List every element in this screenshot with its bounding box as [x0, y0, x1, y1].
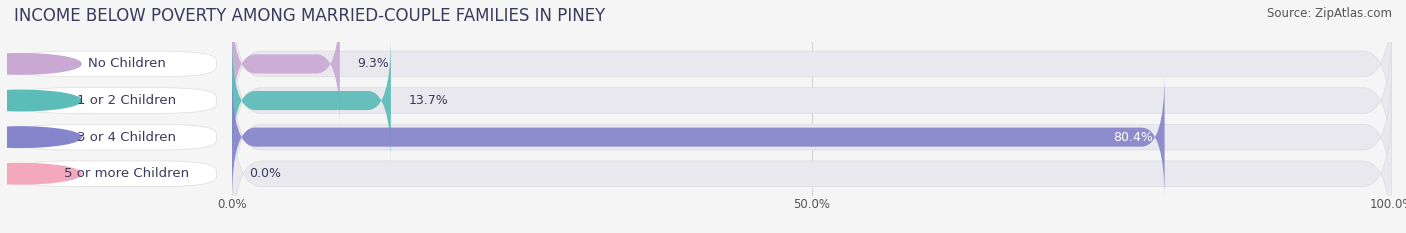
- Text: 5 or more Children: 5 or more Children: [65, 167, 190, 180]
- Text: 1 or 2 Children: 1 or 2 Children: [77, 94, 177, 107]
- FancyBboxPatch shape: [232, 22, 1392, 179]
- FancyBboxPatch shape: [15, 88, 217, 113]
- Circle shape: [0, 127, 82, 147]
- FancyBboxPatch shape: [232, 37, 391, 164]
- FancyBboxPatch shape: [15, 124, 217, 150]
- FancyBboxPatch shape: [232, 73, 1164, 201]
- Circle shape: [0, 90, 82, 111]
- Text: 13.7%: 13.7%: [408, 94, 449, 107]
- FancyBboxPatch shape: [232, 0, 1392, 143]
- Text: INCOME BELOW POVERTY AMONG MARRIED-COUPLE FAMILIES IN PINEY: INCOME BELOW POVERTY AMONG MARRIED-COUPL…: [14, 7, 606, 25]
- Text: Source: ZipAtlas.com: Source: ZipAtlas.com: [1267, 7, 1392, 20]
- Text: 3 or 4 Children: 3 or 4 Children: [77, 131, 176, 144]
- Text: 0.0%: 0.0%: [249, 167, 281, 180]
- Circle shape: [0, 164, 82, 184]
- Text: 9.3%: 9.3%: [357, 57, 389, 70]
- FancyBboxPatch shape: [232, 58, 1392, 216]
- FancyBboxPatch shape: [15, 161, 217, 187]
- FancyBboxPatch shape: [232, 0, 340, 128]
- Text: 80.4%: 80.4%: [1114, 131, 1153, 144]
- FancyBboxPatch shape: [232, 95, 1392, 233]
- FancyBboxPatch shape: [15, 51, 217, 77]
- Text: No Children: No Children: [89, 57, 166, 70]
- Circle shape: [0, 54, 82, 74]
